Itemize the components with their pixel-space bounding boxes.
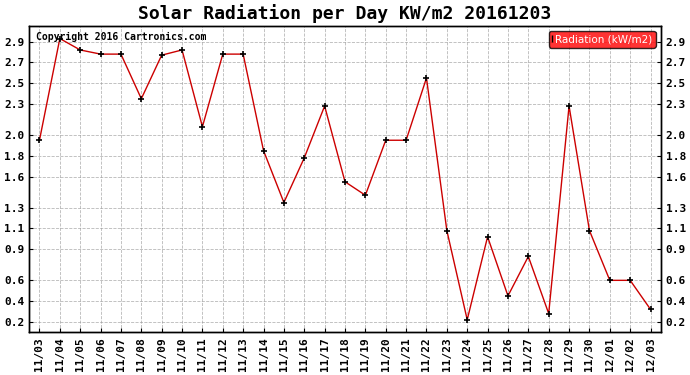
Legend: Radiation (kW/m2): Radiation (kW/m2)	[549, 31, 656, 48]
Text: Copyright 2016 Cartronics.com: Copyright 2016 Cartronics.com	[36, 32, 206, 42]
Title: Solar Radiation per Day KW/m2 20161203: Solar Radiation per Day KW/m2 20161203	[139, 4, 551, 23]
